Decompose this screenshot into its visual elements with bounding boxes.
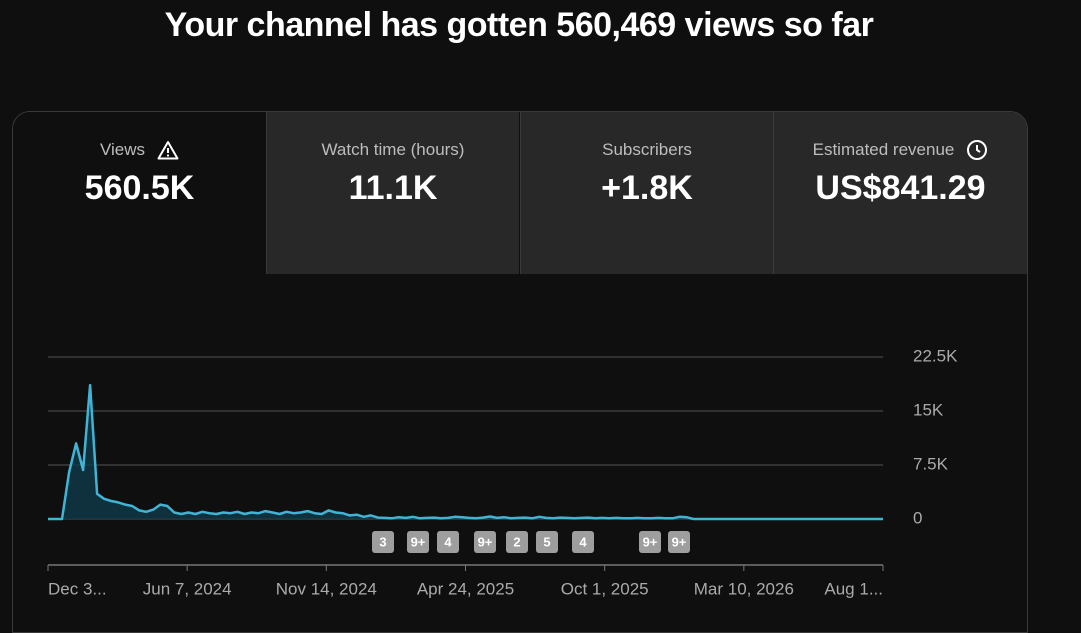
annotation-marker[interactable]: 5 [536, 531, 558, 553]
y-tick-label: 0 [913, 508, 922, 527]
marker-box [506, 531, 528, 553]
tab[interactable]: Estimated revenue US$841.29 [773, 112, 1027, 274]
marker-box [668, 531, 690, 553]
marker-box [372, 531, 394, 553]
x-tick-label: Dec 3... [48, 579, 107, 598]
marker-label: 5 [543, 534, 550, 549]
marker-box [437, 531, 459, 553]
page-title: Your channel has gotten 560,469 views so… [164, 6, 874, 44]
tab-value: US$841.29 [815, 169, 986, 207]
marker-label: 2 [513, 534, 520, 549]
tab[interactable]: Views 560.5K [13, 112, 266, 274]
annotation-marker[interactable]: 4 [437, 531, 459, 553]
y-tick-label: 7.5K [913, 454, 949, 473]
area [48, 385, 883, 519]
x-tick-label: Aug 1... [824, 579, 883, 598]
metrics-card: Views 560.5K Watch time (hours) 11.1K Su… [12, 111, 1028, 633]
annotation-marker[interactable]: 3 [372, 531, 394, 553]
marker-box [474, 531, 496, 553]
marker-box [572, 531, 594, 553]
tab-value: 560.5K [84, 169, 195, 207]
annotation-marker[interactable]: 9+ [668, 531, 690, 553]
marker-label: 4 [444, 534, 452, 549]
y-tick-label: 22.5K [913, 346, 958, 365]
marker-box [536, 531, 558, 553]
x-tick-label: Jun 7, 2024 [143, 579, 232, 598]
tab[interactable]: Watch time (hours) 11.1K [266, 112, 519, 274]
tab-value: +1.8K [601, 169, 693, 207]
marker-label: 3 [379, 534, 386, 549]
x-tick-label: Mar 10, 2026 [694, 579, 794, 598]
x-tick-label: Oct 1, 2025 [561, 579, 649, 598]
page: Your channel has gotten 560,469 views so… [12, 6, 1028, 633]
annotation-marker[interactable]: 9+ [407, 531, 429, 553]
line [48, 383, 883, 521]
tab-label: Subscribers [602, 140, 692, 159]
tab-label: Views [99, 140, 146, 159]
annotation-marker[interactable]: 9+ [639, 531, 661, 553]
x-tick-label: Nov 14, 2024 [276, 579, 377, 598]
tab-label: Estimated revenue [812, 140, 955, 159]
chart: 0 7.5K 15K 22.5K Dec 3... Jun 7, 2024 Nov 14, … [47, 346, 958, 598]
marker-box [639, 531, 661, 553]
marker-box [407, 531, 429, 553]
annotation-marker[interactable]: 9+ [474, 531, 496, 553]
marker-label: 9+ [672, 534, 687, 549]
marker-label: 9+ [411, 534, 426, 549]
x-tick-label: Apr 24, 2025 [417, 579, 514, 598]
marker-label: 9+ [643, 534, 658, 549]
tab-label: Watch time (hours) [321, 140, 465, 159]
marker-label: 9+ [478, 534, 493, 549]
tab-value: 11.1K [348, 169, 438, 207]
annotation-marker[interactable]: 4 [572, 531, 594, 553]
annotation-marker[interactable]: 2 [506, 531, 528, 553]
marker-label: 4 [579, 534, 587, 549]
warning-icon [157, 141, 179, 160]
tab[interactable]: Subscribers +1.8K [520, 112, 773, 274]
y-tick-label: 15K [913, 400, 944, 419]
clock-icon [967, 140, 988, 160]
